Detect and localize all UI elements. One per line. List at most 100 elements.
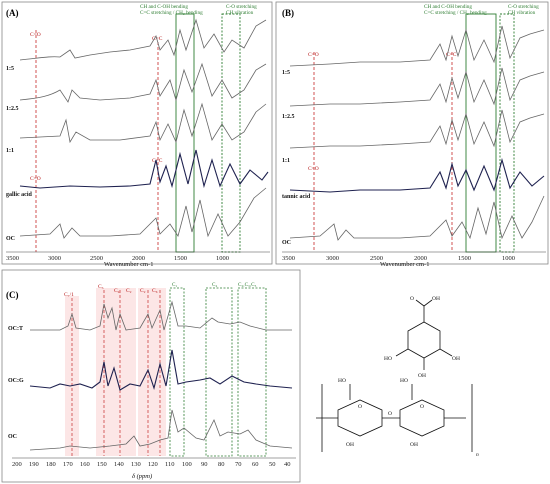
atom-oh: OH [452, 356, 460, 362]
atom-oh: OH [346, 442, 354, 448]
bond [415, 299, 425, 307]
panel-c-peak-labels: C₇/1 C₃ C₄ C₂ C₂ C₆ C₁ C₄ C₂,C₃,C₅ [64, 282, 257, 298]
panel-c-trace-oct [30, 300, 292, 331]
panel-c-tick: 100 [182, 461, 192, 468]
panel-b-label: (B) [282, 8, 294, 18]
panel-a-cc-1: C=C [152, 36, 163, 42]
panel-a-tick: 3000 [48, 255, 61, 262]
panel-b-ann-1: CH and C-OH bending [424, 4, 472, 10]
panel-c-tick: 130 [131, 461, 141, 468]
panel-b-trace-1-2-5 [289, 67, 545, 107]
panel-c-tick: 60 [252, 461, 259, 468]
panel-c-row-ocg: OC:G [8, 378, 24, 384]
panel-c-ticks: 200 190 180 170 160 150 140 130 120 110 … [12, 461, 291, 468]
cellulose-structure: HO HO O O OH OH O n [316, 378, 479, 458]
panel-c-tick: 180 [46, 461, 56, 468]
atom-oh: OH [418, 373, 426, 379]
panel-c-tick: 120 [148, 461, 158, 468]
panel-a-ann-2: C=C stretching / CH₂ bending [140, 10, 203, 16]
panel-c-tick: 40 [284, 461, 291, 468]
panel-c-tick: 150 [97, 461, 107, 468]
panel-b-tick: 3000 [326, 255, 339, 262]
panel-c-row-oct: OC:T [8, 326, 23, 332]
atom-ho: HO [384, 356, 392, 362]
panel-a-ticks: 3500 3000 2500 2000 1500 1000 [6, 255, 229, 262]
panel-b-xlabel: Wavenumber cm-1 [380, 261, 429, 268]
panel-c-row-labels: OC:T OC:G OC [8, 326, 24, 440]
bond [423, 299, 433, 307]
panel-a-box-2 [221, 13, 241, 253]
atom-oh: OH [410, 442, 418, 448]
panel-c-peak: C₁ [172, 282, 177, 288]
panel-c-row-oc: OC [8, 434, 17, 440]
panel-c-trace-ocg [29, 349, 293, 391]
panel-c-peak: C₆ [152, 288, 158, 294]
panel-c-tick: 50 [269, 461, 276, 468]
panel-c-frame [1, 269, 301, 483]
panel-a-cc-2: C=C [152, 158, 163, 164]
panel-c-peak: C₂ [126, 288, 132, 294]
atom-o: O [420, 404, 424, 410]
panel-c-green-box-3 [237, 287, 267, 457]
panel-b-co-2: C=O [308, 166, 319, 172]
panel-b-tick: 1500 [458, 255, 471, 262]
panel-b-ticks: 3500 3000 2500 2000 1500 1000 [282, 255, 515, 262]
panel-b-ann-4: CH vibration [508, 10, 536, 16]
panel-a-row-gallic: gallic acid [6, 192, 32, 198]
panel-a-row-1-5: 1:5 [6, 66, 14, 72]
panel-a-ann-3: C-O stretching [226, 4, 257, 10]
panel-a-ann-4: CH vibration [226, 10, 254, 16]
panel-c-trace-oc [29, 409, 293, 451]
panel-c-tick: 140 [114, 461, 124, 468]
panel-b-trace-1-1 [289, 109, 545, 149]
panel-c-tick: 200 [12, 461, 22, 468]
atom-ho: HO [400, 378, 408, 384]
bond [395, 348, 409, 357]
panel-b-trace-oc [289, 195, 545, 241]
gallic-acid-structure: O OH HO OH OH [384, 296, 460, 379]
panel-b-tick: 2000 [414, 255, 427, 262]
panel-b-cc-1: C=C [446, 52, 457, 58]
panel-b-co-1: C=O [308, 52, 319, 58]
panel-a-row-labels: 1:5 1:2.5 1:1 gallic acid OC [6, 66, 32, 242]
panel-b-ann-2: C=C stretching / CH₂ bending [424, 10, 487, 16]
bond [439, 348, 453, 357]
panel-c-green-box-1 [169, 287, 185, 457]
panel-a-trace-1-1 [19, 102, 267, 144]
panel-b-ann-3: C-O stretching [508, 4, 539, 10]
panel-a-tick: 2500 [90, 255, 103, 262]
panel-a-xlabel: Wavenumber cm-1 [104, 261, 153, 268]
panel-b-tick: 1000 [502, 255, 515, 262]
benzene-ring [407, 321, 441, 359]
panel-c-green-box-2 [205, 287, 233, 457]
panel-c-peak: C₄ [114, 288, 120, 294]
panel-b-row-1-5: 1:5 [282, 70, 290, 76]
panel-b-tick: 3500 [282, 255, 295, 262]
panel-b-row-oc: OC [282, 240, 291, 246]
panel-c: (C) C₇/1 C₃ C₄ C₂ C₂ C₆ C₁ C₄ C₂,C₃,C₅ [1, 269, 301, 483]
panel-a-frame [1, 1, 273, 265]
panel-b-row-tannic: tannic acid [282, 194, 311, 200]
panel-b-frame [275, 1, 549, 265]
panel-c-label: (C) [6, 290, 19, 300]
panel-a-row-1-2-5: 1:2.5 [6, 106, 19, 112]
panel-b-trace-1-5 [289, 25, 545, 67]
atom-o: O [358, 404, 362, 410]
panel-b-row-1-1: 1:1 [282, 158, 290, 164]
panel-c-xlabel: δ (ppm) [132, 473, 152, 480]
panel-c-band-2 [96, 288, 136, 456]
panel-a-co-2: C=O [30, 176, 41, 182]
panel-c-peak: C₇/1 [64, 292, 74, 298]
panel-c-tick: 170 [63, 461, 73, 468]
panel-a-trace-oc [19, 187, 267, 239]
panel-c-peak: C₄ [212, 282, 217, 288]
panel-a: (A) CH and C-OH bending C=C stretching /… [1, 1, 273, 268]
panel-a-trace-1-2-5 [19, 62, 267, 103]
panel-c-peak: C₂,C₃,C₅ [238, 282, 257, 288]
panel-a-tick: 1500 [174, 255, 187, 262]
atom-oh: OH [432, 296, 440, 302]
polymer-subscript: n [476, 452, 479, 458]
panel-a-ann-1: CH and C-OH bending [140, 4, 188, 10]
panel-a-trace-gallic [19, 149, 269, 189]
